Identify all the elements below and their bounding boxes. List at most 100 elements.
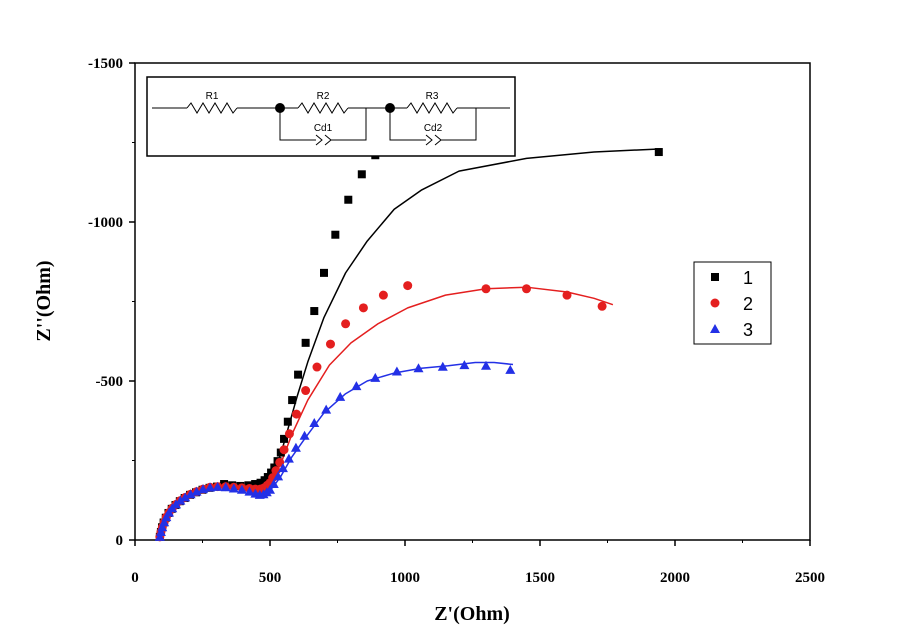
data-point-series-2 xyxy=(291,409,301,419)
data-point-series-3 xyxy=(481,360,491,370)
data-point-series-2 xyxy=(275,457,285,467)
x-axis-title: Z'(Ohm) xyxy=(434,603,510,625)
label-r2: R2 xyxy=(317,91,330,102)
data-point-series-3 xyxy=(268,479,279,489)
data-point-series-1 xyxy=(320,268,328,277)
x-axis: 0 500 1000 1500 2000 2500 xyxy=(131,540,825,586)
data-point-series-3 xyxy=(205,482,216,492)
data-point-series-2 xyxy=(301,386,311,396)
fit-line-series-2 xyxy=(159,286,614,539)
label-cd1: Cd1 xyxy=(314,123,333,134)
data-point-series-3 xyxy=(191,486,202,496)
data-point-series-3 xyxy=(159,517,170,527)
data-point-series-3 xyxy=(370,372,381,382)
legend-label-3: 3 xyxy=(743,320,753,340)
x-tick-label: 2000 xyxy=(660,570,690,586)
y-tick-label: -1000 xyxy=(88,215,123,231)
data-point-series-2 xyxy=(284,429,294,439)
data-point-series-2 xyxy=(481,284,491,294)
data-point-series-3 xyxy=(154,531,165,541)
data-point-series-3 xyxy=(309,417,320,427)
fit-lines xyxy=(159,148,662,539)
data-point-series-3 xyxy=(157,522,168,532)
resistor-r1-symbol xyxy=(186,102,238,114)
x-tick-label: 500 xyxy=(259,570,282,586)
data-point-series-1 xyxy=(267,468,276,477)
data-point-series-2 xyxy=(325,339,335,349)
data-point-series-2 xyxy=(597,301,607,311)
data-point-series-3 xyxy=(277,463,288,473)
cpe-cd1-branch xyxy=(331,108,367,141)
data-point-series-3 xyxy=(413,363,424,373)
cpe-cd2-symbol xyxy=(425,134,433,146)
label-r3: R3 xyxy=(426,91,439,102)
cpe-cd2-branch xyxy=(389,108,426,141)
data-point-series-1 xyxy=(263,473,272,482)
y-axis-title: Z''(Ohm) xyxy=(33,260,55,341)
data-point-series-3 xyxy=(185,489,196,499)
data-point-series-1 xyxy=(288,396,297,405)
data-point-series-1 xyxy=(280,434,289,443)
data-point-series-3 xyxy=(175,495,186,505)
data-point-series-3 xyxy=(212,481,223,491)
data-point-series-1 xyxy=(251,480,260,489)
data-point-series-2 xyxy=(403,281,413,291)
data-point-series-3 xyxy=(180,492,191,502)
label-cd2: Cd2 xyxy=(424,123,443,134)
data-point-series-1 xyxy=(283,417,292,426)
circuit-inset: R1 R2 Cd1 R3 Cd2 xyxy=(146,76,516,157)
data-point-series-2 xyxy=(562,290,572,300)
data-point-series-1 xyxy=(357,170,366,179)
y-axis: 0 -500 -1000 -1500 xyxy=(88,56,135,549)
data-point-series-2 xyxy=(522,284,531,294)
legend: 1 2 3 xyxy=(693,261,772,345)
data-point-series-1 xyxy=(344,195,353,204)
data-markers xyxy=(154,148,663,542)
circuit-box xyxy=(146,76,516,157)
data-point-series-3 xyxy=(459,360,470,370)
data-point-series-1 xyxy=(301,338,310,347)
label-r1: R1 xyxy=(206,91,219,102)
cpe-cd1-branch xyxy=(279,108,316,141)
legend-box xyxy=(693,261,772,345)
data-point-series-3 xyxy=(351,381,362,391)
x-tick-label: 1500 xyxy=(525,570,555,586)
data-point-series-3 xyxy=(283,453,294,463)
data-point-series-3 xyxy=(155,527,166,537)
data-point-series-2 xyxy=(358,303,368,313)
legend-label-2: 2 xyxy=(743,294,753,314)
data-point-series-1 xyxy=(654,148,663,157)
data-point-series-3 xyxy=(236,484,247,494)
x-tick-label: 2500 xyxy=(795,570,825,586)
data-point-series-3 xyxy=(321,404,332,414)
data-point-series-3 xyxy=(437,361,448,371)
data-point-series-3 xyxy=(290,442,301,452)
cpe-cd2-branch xyxy=(441,108,477,141)
data-point-series-3 xyxy=(299,430,310,440)
data-point-series-3 xyxy=(265,484,275,494)
data-point-series-1 xyxy=(310,307,319,316)
legend-marker-2 xyxy=(710,298,720,308)
data-point-series-2 xyxy=(279,445,289,455)
data-point-series-2 xyxy=(312,362,322,372)
y-tick-label: -1500 xyxy=(88,56,123,72)
data-point-series-3 xyxy=(273,471,284,481)
resistor-r3-symbol xyxy=(406,102,458,114)
data-point-series-3 xyxy=(391,366,402,376)
data-point-series-3 xyxy=(505,364,516,374)
y-tick-label: -500 xyxy=(96,374,124,390)
data-point-series-1 xyxy=(256,478,265,487)
legend-marker-3 xyxy=(710,324,720,333)
legend-label-1: 1 xyxy=(743,268,753,288)
data-point-series-2 xyxy=(341,319,351,329)
x-tick-label: 0 xyxy=(131,570,139,586)
data-point-series-1 xyxy=(331,230,340,239)
resistor-r2-symbol xyxy=(297,102,349,114)
legend-marker-1 xyxy=(711,273,719,281)
data-point-series-3 xyxy=(228,483,239,493)
y-tick-label: 0 xyxy=(116,533,124,549)
data-point-series-2 xyxy=(378,290,388,300)
data-point-series-1 xyxy=(294,370,303,379)
data-point-series-3 xyxy=(244,486,255,496)
